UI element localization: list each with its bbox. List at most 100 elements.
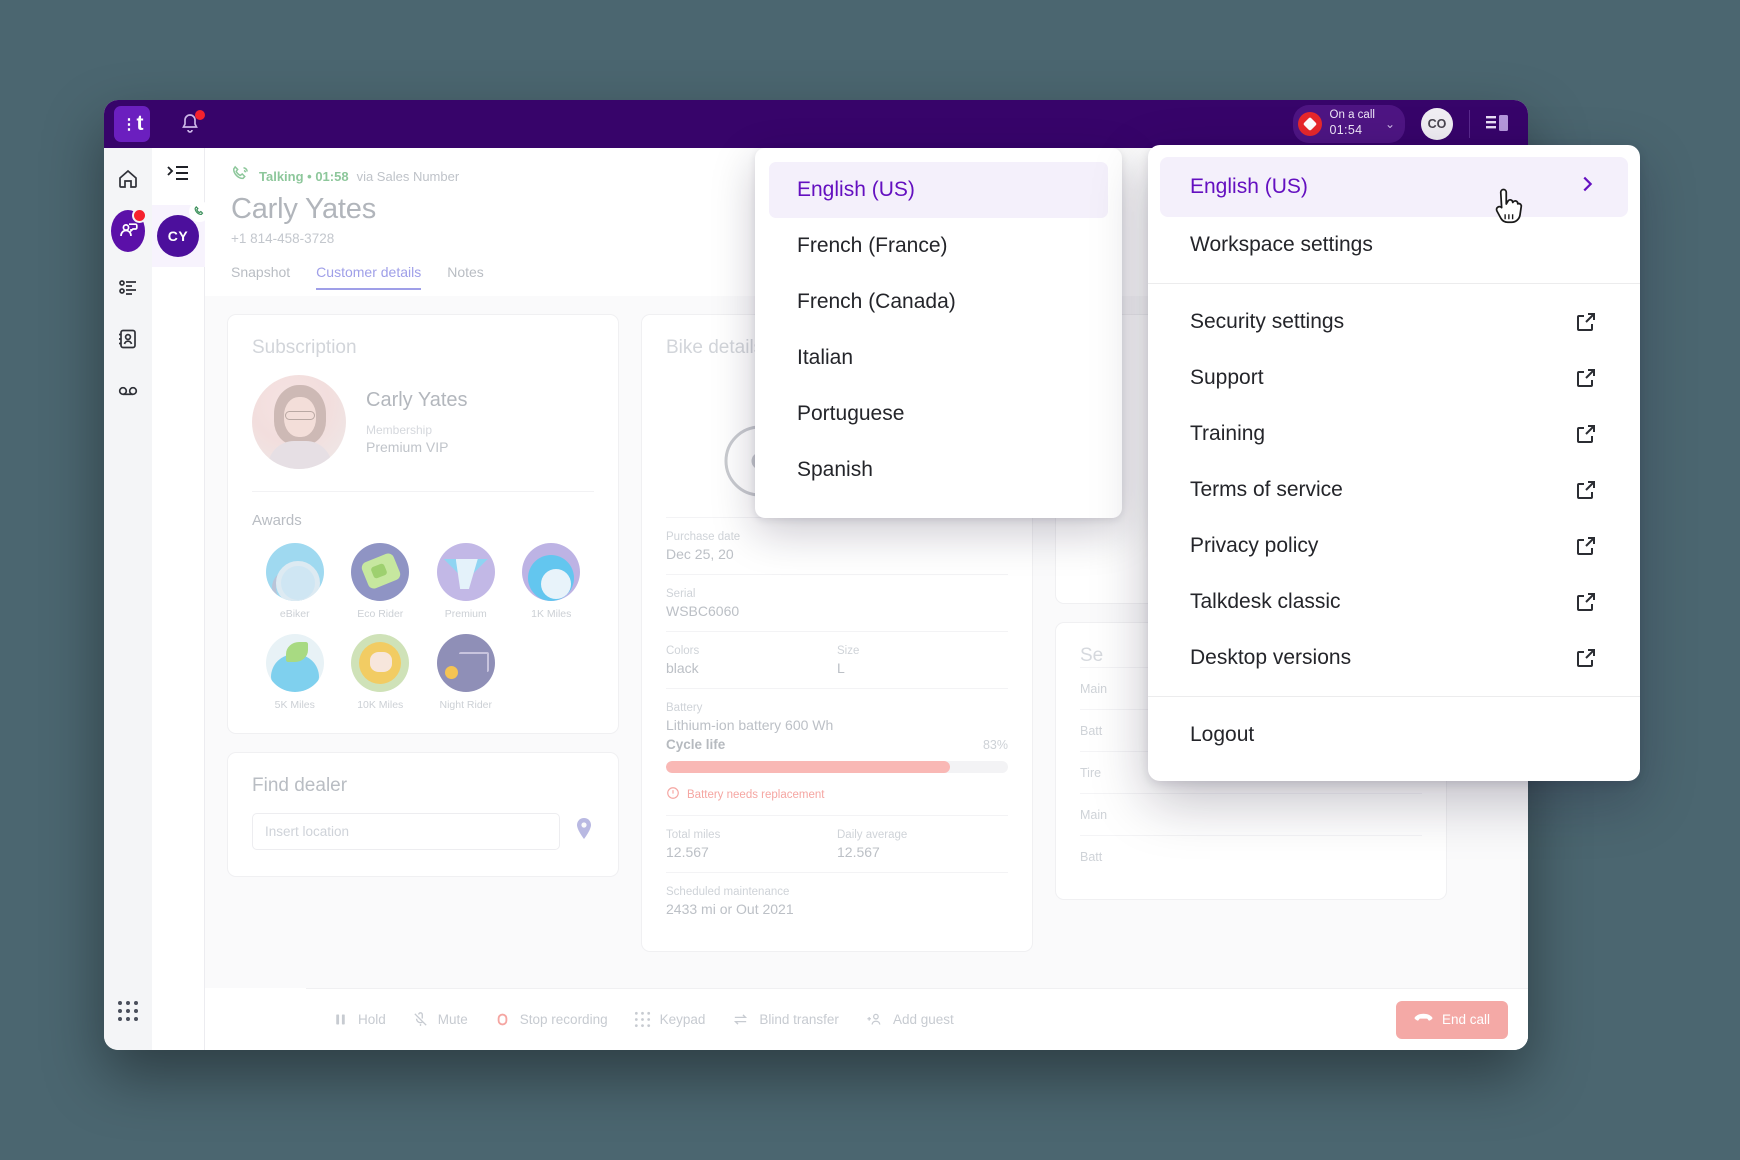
avatar[interactable]: CO <box>1421 108 1453 140</box>
external-link-icon <box>1574 366 1598 390</box>
settings-item-label: Support <box>1190 366 1264 389</box>
call-via-label: via Sales Number <box>356 169 460 184</box>
settings-item-support[interactable]: Support <box>1160 350 1628 406</box>
settings-item-terms-of-service[interactable]: Terms of service <box>1160 462 1628 518</box>
language-option-spanish[interactable]: Spanish <box>797 458 873 481</box>
language-option-english-us[interactable]: English (US) <box>769 162 1108 218</box>
award-1k-miles: 1K Miles <box>509 543 595 620</box>
sidebar-item-activity[interactable] <box>111 270 145 304</box>
stop-recording-label: Stop recording <box>519 1012 608 1027</box>
premium-badge-icon <box>436 543 495 601</box>
conversation-icon[interactable] <box>111 208 147 252</box>
settings-item-label: Security settings <box>1190 310 1345 333</box>
talkdesk-logo[interactable]: ⋮ t <box>114 106 150 142</box>
chevron-down-icon[interactable]: ⌄ <box>1384 117 1395 131</box>
external-link-icon <box>1574 422 1598 446</box>
keypad-label: Keypad <box>659 1012 706 1027</box>
tab-customer-details[interactable]: Customer details <box>316 264 422 290</box>
tab-bar: Snapshot Customer details Notes <box>205 246 1528 290</box>
settings-item-language[interactable]: English (US) <box>1160 157 1628 217</box>
1k-miles-badge-icon <box>522 543 581 601</box>
chevron-right-icon <box>1576 173 1598 201</box>
stop-recording-button[interactable]: Stop recording <box>494 1011 608 1028</box>
total-miles-value: 12.567 <box>666 844 709 860</box>
tab-notes[interactable]: Notes <box>447 264 484 280</box>
award-10k-miles: 10K Miles <box>338 634 424 711</box>
bike-purchase-row: Purchase date Dec 25, 20 <box>666 517 1008 574</box>
10k-miles-badge-icon <box>351 634 410 692</box>
language-menu: English (US) French (France) French (Can… <box>755 148 1122 518</box>
map-pin-icon[interactable] <box>574 817 594 846</box>
language-option-portuguese[interactable]: Portuguese <box>797 402 905 425</box>
sidebar-item-voicemail[interactable] <box>111 374 145 408</box>
panel-layout-icon[interactable] <box>1486 115 1508 133</box>
hold-label: Hold <box>358 1012 386 1027</box>
tab-snapshot[interactable]: Snapshot <box>231 264 291 280</box>
phone-ringing-icon <box>231 164 251 189</box>
add-guest-label: Add guest <box>892 1012 954 1027</box>
settings-item-workspace-settings[interactable]: Workspace settings <box>1160 217 1628 273</box>
sidebar-item-contacts[interactable] <box>111 322 145 356</box>
page-title: Carly Yates <box>231 193 377 225</box>
subscription-card: Subscription Carly Yates Membership Prem… <box>227 314 619 734</box>
language-option-italian[interactable]: Italian <box>797 346 854 369</box>
colors-label: Colors <box>666 645 700 657</box>
service-card-title: Se <box>1080 645 1104 666</box>
size-label: Size <box>837 645 860 657</box>
maintenance-label: Scheduled maintenance <box>666 886 790 898</box>
end-call-button[interactable]: End call <box>1395 1000 1508 1039</box>
apps-grid-icon[interactable] <box>111 994 145 1028</box>
settings-item-security-settings[interactable]: Security settings <box>1160 294 1628 350</box>
conversation-item-carly[interactable]: CY <box>151 201 210 267</box>
settings-item-privacy-policy[interactable]: Privacy policy <box>1160 518 1628 574</box>
sidebar-item-home[interactable] <box>111 162 145 196</box>
settings-menu: English (US) Workspace settings Security… <box>1148 145 1640 781</box>
award-label: 1K Miles <box>531 608 572 620</box>
settings-item-desktop-versions[interactable]: Desktop versions <box>1160 630 1628 686</box>
serial-label: Serial <box>666 588 696 600</box>
divider <box>1469 110 1470 138</box>
settings-item-logout[interactable]: Logout <box>1160 707 1628 763</box>
keypad-button[interactable]: Keypad <box>634 1011 706 1028</box>
find-dealer-card: Find dealer <box>227 752 619 877</box>
serial-value: WSBC6060 <box>666 603 740 619</box>
language-option-french-canada[interactable]: French (Canada) <box>797 290 956 313</box>
settings-item-label: Training <box>1190 422 1266 445</box>
sidebar-item-conversations[interactable] <box>111 208 147 252</box>
cycle-life-progress <box>666 761 1008 773</box>
settings-item-talkdesk-classic[interactable]: Talkdesk classic <box>1160 574 1628 630</box>
hold-button[interactable]: Hold <box>332 1011 386 1028</box>
mute-button[interactable]: Mute <box>412 1011 468 1028</box>
settings-item-label: Privacy policy <box>1190 534 1319 557</box>
bell-icon[interactable] <box>178 110 205 137</box>
membership-label: Membership <box>366 423 433 437</box>
5k-miles-badge-icon <box>265 634 324 692</box>
left-rail <box>104 148 152 1050</box>
bike-miles-row: Total miles 12.567 Daily average 12.567 <box>666 815 1008 872</box>
settings-item-label: Logout <box>1190 723 1255 746</box>
award-label: Eco Rider <box>357 608 404 620</box>
battery-label: Battery <box>666 702 703 714</box>
search-input[interactable] <box>252 813 560 850</box>
call-status-text: Talking • 01:58 <box>259 169 349 184</box>
column-bike-details: Bike details <box>641 314 1033 970</box>
ebiker-badge-icon <box>265 543 324 601</box>
language-option-french-france[interactable]: French (France) <box>797 234 948 257</box>
award-label: Night Rider <box>439 699 493 711</box>
award-premium: Premium <box>423 543 509 620</box>
night-rider-badge-icon <box>436 634 495 692</box>
blind-transfer-label: Blind transfer <box>759 1012 839 1027</box>
collapse-panel-icon[interactable] <box>166 162 190 189</box>
subscription-name: Carly Yates <box>366 389 468 411</box>
service-row: Main <box>1080 793 1422 835</box>
call-header: Talking • 01:58 via Sales Number Carly Y… <box>205 148 1528 246</box>
add-guest-button[interactable]: Add guest <box>865 1011 954 1028</box>
notification-badge <box>195 110 205 120</box>
call-status-pill[interactable]: On a call 01:54 ⌄ <box>1292 105 1405 143</box>
bike-serial-row: Serial WSBC6060 <box>666 574 1008 631</box>
blind-transfer-button[interactable]: Blind transfer <box>731 1011 839 1028</box>
settings-item-training[interactable]: Training <box>1160 406 1628 462</box>
award-eco-rider: Eco Rider <box>338 543 424 620</box>
eco-rider-badge-icon <box>351 543 410 601</box>
